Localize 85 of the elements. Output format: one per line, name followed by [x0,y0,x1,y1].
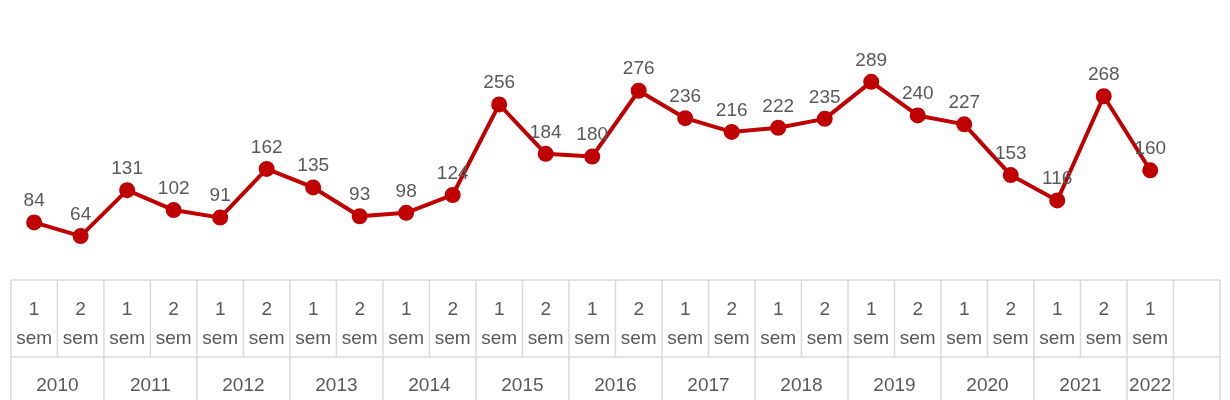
x-tick-label: 1 sem [1039,298,1076,348]
data-label: 289 [855,48,888,70]
data-label: 227 [948,91,981,113]
x-tick-label: 2 sem [248,298,285,348]
x-tick-label: 2 sem [992,298,1029,348]
text: 2021 [1059,374,1102,396]
x-tick-label: 1 sem [760,298,797,348]
data-label: 216 [715,98,748,120]
point [72,228,89,245]
data-label: 91 [209,184,231,206]
data-label: 222 [762,94,795,116]
x-tick-label: 1 sem [16,298,53,348]
text: 2013 [315,374,358,396]
x-tick-label: 2 sem [899,298,936,348]
point [1142,162,1159,179]
x-tick-label: 1 sem [481,298,518,348]
x-tick-label: 1 sem [388,298,425,348]
point [165,202,182,219]
x-tick-label: 2 sem [713,298,750,348]
point [1095,88,1112,105]
data-label: 235 [808,85,841,107]
point [770,119,787,136]
point [630,82,647,99]
x-tick-label: 1 sem [853,298,890,348]
x-tick-label: 1 sem [667,298,704,348]
data-label: 153 [994,141,1027,163]
point [212,209,229,226]
x-tick-label: 1 sem [295,298,332,348]
x-tick-label: 2 sem [62,298,99,348]
data-label: 180 [576,123,609,145]
text: 2014 [408,374,451,396]
text: 2018 [780,374,823,396]
point [305,179,322,196]
point [398,204,415,221]
point [584,148,601,165]
data-label: 184 [529,120,562,142]
x-tick-label: 2 sem [341,298,378,348]
point [956,116,973,133]
point [1049,192,1066,209]
data-label: 93 [349,182,371,204]
point [119,182,136,199]
data-label: 268 [1087,62,1120,84]
text: 2020 [966,374,1009,396]
x-tick-label: 1 sem [202,298,239,348]
data-label: 236 [669,84,702,106]
data-label: 102 [157,176,190,198]
point [723,123,740,140]
data-label: 162 [250,135,283,157]
data-label: 256 [483,71,516,93]
point [258,160,275,177]
x-tick-label: 1 sem [1132,298,1169,348]
point [26,214,43,231]
x-tick-label: 2 sem [155,298,192,348]
x-tick-label: 2 sem [1085,298,1122,348]
x-tick-label: 2 sem [527,298,564,348]
text: 2011 [129,374,171,396]
text: 2012 [222,374,265,396]
data-label: 131 [111,156,143,178]
text: 2015 [501,374,544,396]
point [863,73,880,90]
point [816,110,833,127]
x-tick-label: 1 sem [574,298,611,348]
data-label: 98 [395,179,417,201]
text: 2017 [687,374,730,396]
point [677,110,694,127]
point [444,186,461,203]
point [909,107,926,124]
text: 2010 [36,374,79,396]
point [537,145,554,162]
data-label: 84 [23,189,46,211]
data-label: 135 [297,154,330,176]
text: 2022 [1129,374,1172,396]
x-tick-label: 1 sem [109,298,146,348]
text: 2019 [873,374,916,396]
text: 2016 [594,374,637,396]
point [491,96,508,113]
x-tick-label: 1 sem [946,298,983,348]
data-label: 64 [70,202,92,224]
point [1002,167,1019,184]
x-tick-label: 2 sem [620,298,657,348]
data-label: 276 [622,57,655,79]
x-tick-label: 2 sem [806,298,843,348]
point [351,208,368,225]
data-label: 240 [901,82,934,104]
x-tick-label: 2 sem [434,298,471,348]
